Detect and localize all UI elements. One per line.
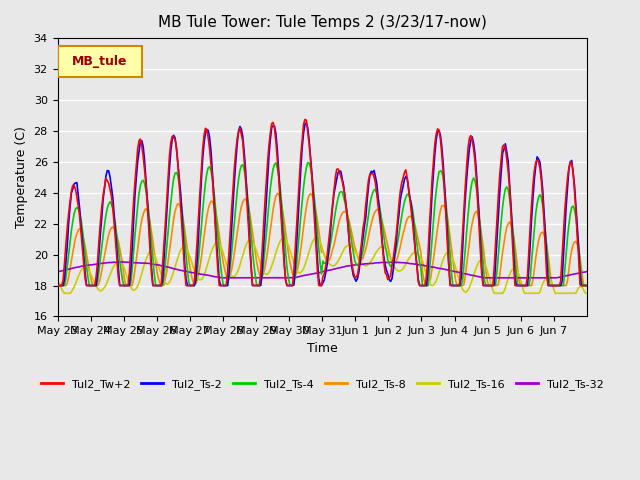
Legend: Tul2_Tw+2, Tul2_Ts-2, Tul2_Ts-4, Tul2_Ts-8, Tul2_Ts-16, Tul2_Ts-32: Tul2_Tw+2, Tul2_Ts-2, Tul2_Ts-4, Tul2_Ts… xyxy=(36,374,609,395)
Text: MB_tule: MB_tule xyxy=(72,55,127,68)
X-axis label: Time: Time xyxy=(307,342,337,355)
FancyBboxPatch shape xyxy=(58,47,142,77)
Y-axis label: Temperature (C): Temperature (C) xyxy=(15,126,28,228)
Title: MB Tule Tower: Tule Temps 2 (3/23/17-now): MB Tule Tower: Tule Temps 2 (3/23/17-now… xyxy=(158,15,486,30)
